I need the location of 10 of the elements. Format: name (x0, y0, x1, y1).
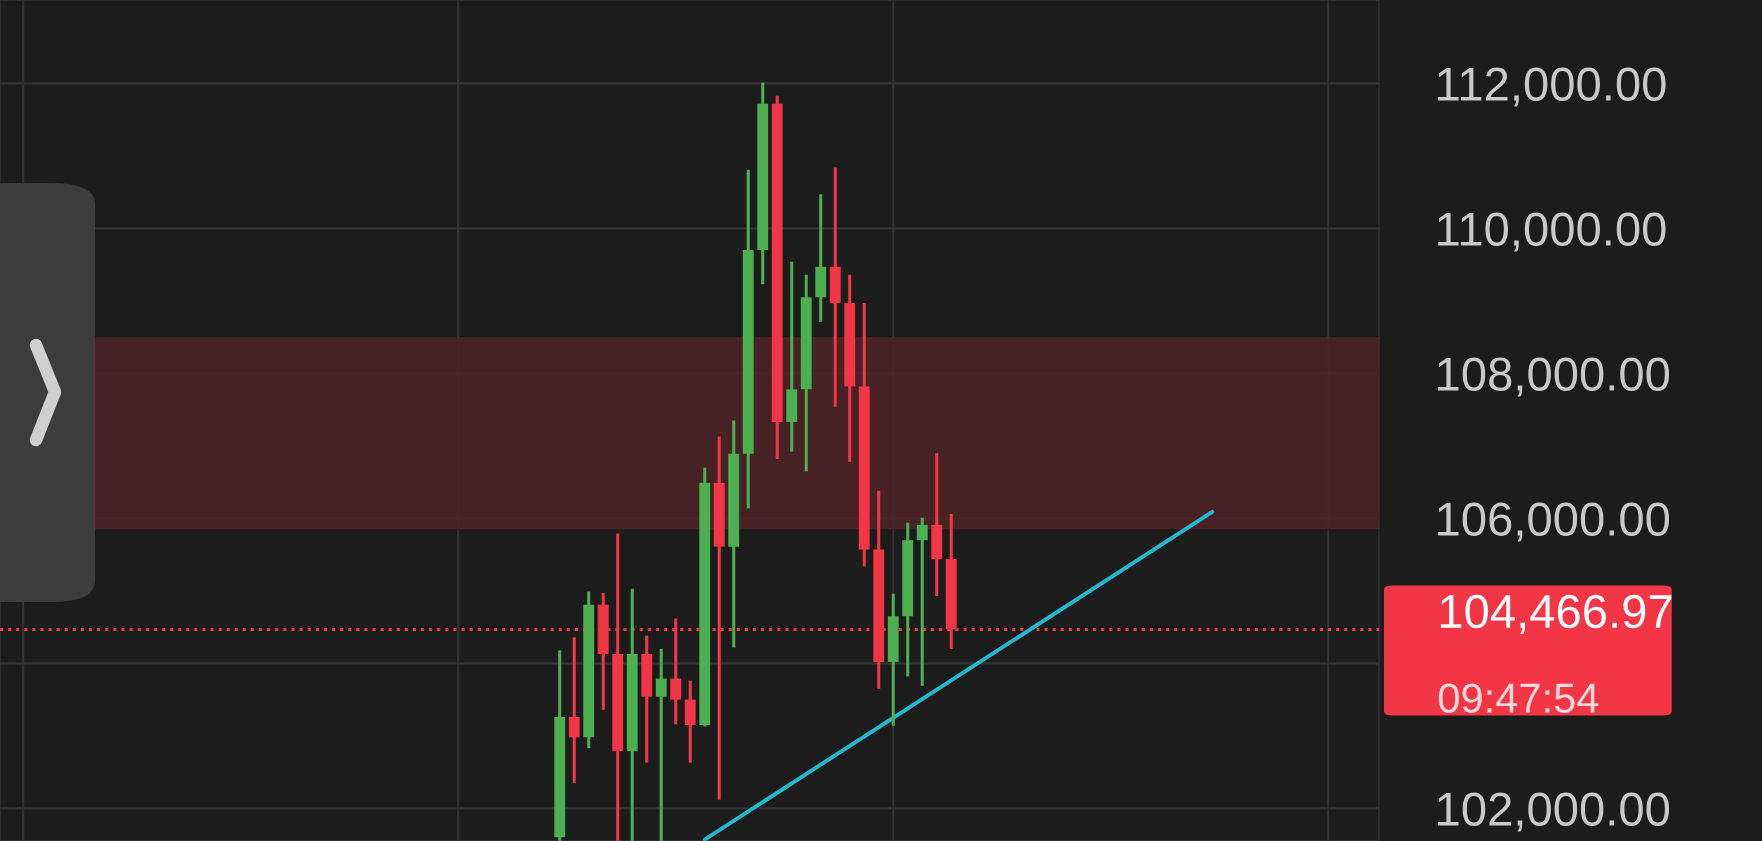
y-tick-label: 106,000.00 (1438, 502, 1670, 542)
y-tick-label: 102,000.00 (1438, 792, 1670, 832)
candlestick (916, 517, 928, 686)
candlestick (568, 637, 580, 783)
y-tick-label: 108,000.00 (1438, 357, 1670, 397)
y-tick-label: 112,000.00 (1438, 67, 1666, 107)
y-tick-label: 110,000.00 (1438, 212, 1666, 252)
ref-line-label: 104,466.97 (1440, 594, 1672, 634)
text: 09:47:54 (1438, 683, 1599, 713)
candlestick (655, 647, 667, 841)
